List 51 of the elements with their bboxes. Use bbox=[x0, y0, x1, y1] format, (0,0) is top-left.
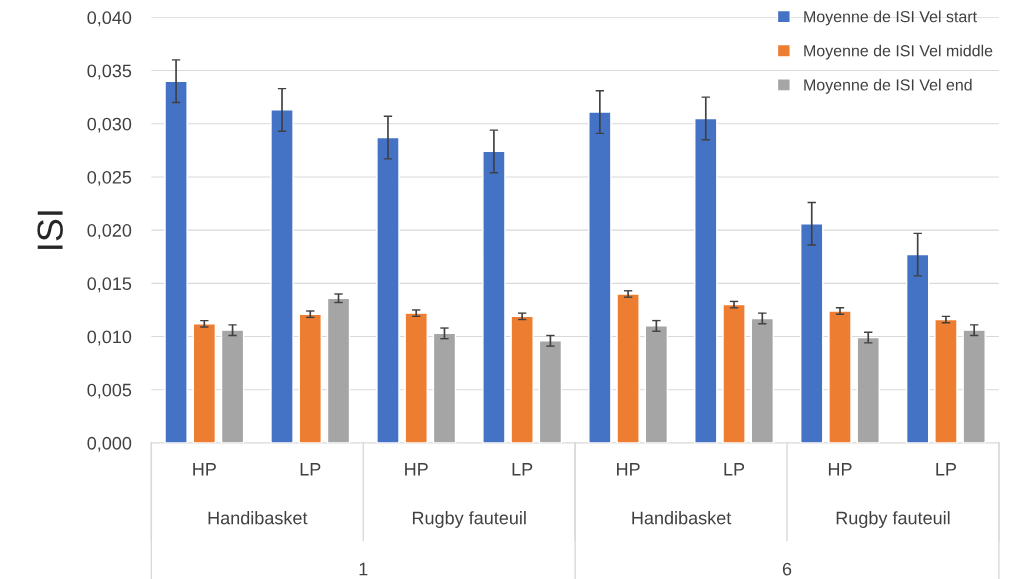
y-tick-label: 0,025 bbox=[87, 170, 132, 186]
y-tick-label: 0,005 bbox=[87, 383, 132, 399]
y-tick-label: 0,000 bbox=[87, 436, 132, 452]
bar bbox=[616, 293, 640, 443]
bar bbox=[376, 136, 400, 443]
text: 1 bbox=[359, 562, 368, 576]
y-tick-label: 0,010 bbox=[87, 330, 132, 346]
bar bbox=[404, 312, 428, 443]
x-tick-label: LP bbox=[724, 463, 745, 476]
x-tick-label: LP bbox=[512, 463, 533, 476]
y-tick-label: 0,030 bbox=[87, 117, 132, 133]
bar bbox=[588, 111, 612, 443]
bar bbox=[164, 80, 188, 443]
bar bbox=[298, 313, 322, 443]
bar bbox=[722, 303, 746, 443]
bar bbox=[800, 223, 824, 443]
y-tick-label: 0,040 bbox=[87, 11, 132, 27]
x-tick-label: HP bbox=[828, 463, 852, 476]
bar bbox=[538, 340, 563, 443]
text: Rugby fauteuil bbox=[412, 511, 526, 528]
bar bbox=[192, 323, 217, 443]
bar bbox=[962, 329, 986, 443]
x-tick-label: LP bbox=[936, 463, 957, 476]
y-tick-label: 0,035 bbox=[87, 64, 132, 80]
bar bbox=[432, 332, 457, 443]
bar bbox=[934, 318, 958, 443]
text: Rugby fauteuil bbox=[836, 511, 950, 528]
bar bbox=[828, 310, 852, 443]
bar bbox=[220, 329, 245, 443]
legend-label: Moyenne de ISI Vel start bbox=[804, 10, 977, 26]
y-tick-label: 0,020 bbox=[87, 224, 132, 240]
text: 6 bbox=[782, 562, 792, 576]
bar bbox=[694, 117, 718, 443]
legend-label: Moyenne de ISI Vel middle bbox=[804, 44, 993, 60]
y-tick-label: 0,015 bbox=[87, 277, 132, 293]
x-tick-label: HP bbox=[405, 463, 428, 476]
bar bbox=[856, 336, 880, 443]
bar bbox=[750, 317, 775, 443]
bar bbox=[482, 150, 506, 443]
x-tick-label: HP bbox=[193, 463, 216, 476]
bar bbox=[270, 109, 294, 443]
bar bbox=[644, 325, 669, 443]
y-axis-title: ISI bbox=[37, 211, 63, 249]
x-tick-label: LP bbox=[300, 463, 321, 476]
bar bbox=[905, 253, 930, 443]
x-tick-label: HP bbox=[617, 463, 640, 476]
text: Handibasket bbox=[208, 511, 308, 525]
bar bbox=[510, 315, 534, 443]
legend-label: Moyenne de ISI Vel end bbox=[804, 78, 972, 94]
text: Handibasket bbox=[632, 511, 732, 525]
bar bbox=[326, 297, 351, 443]
